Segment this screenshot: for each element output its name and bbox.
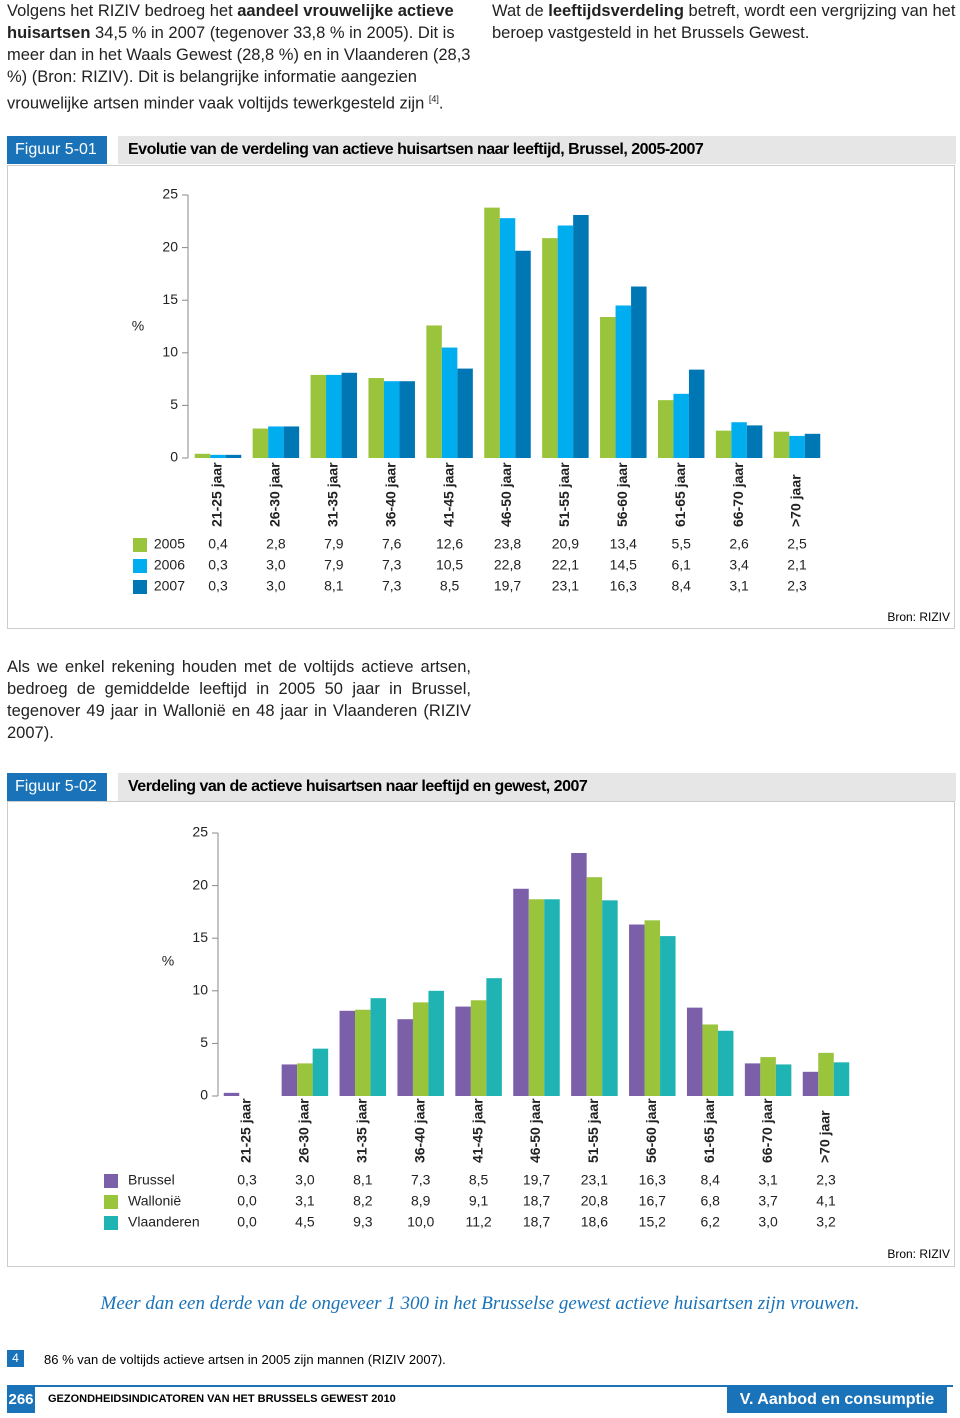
intro-right: Wat de leeftijdsverdeling betreft, wordt…: [492, 0, 958, 44]
page-number: 266: [7, 1387, 35, 1413]
text: .: [438, 94, 444, 113]
footnote-number: 4: [7, 1350, 24, 1367]
figure-label: Figuur 5-02: [7, 773, 107, 801]
publication: GEZONDHEIDSINDICATOREN VAN HET BRUSSELS …: [48, 1393, 396, 1405]
section: V. Aanbod en consumptie van zorg: [727, 1387, 947, 1418]
text: betreft, wordt een vergrijzing van het b…: [492, 2, 956, 42]
source: Bron: RIZIV: [887, 1247, 950, 1261]
figure-frame: [7, 165, 955, 629]
figure-title: Verdeling van de actieve huisartsen naar…: [118, 773, 956, 801]
footnote-text: 86 % van de voltijds actieve artsen in 2…: [44, 1352, 446, 1367]
bold-text: leeftijdsverdeling: [548, 2, 684, 20]
footer-rule: [7, 1385, 953, 1387]
figure-label: Figuur 5-01: [7, 136, 107, 164]
bold-text: aandeel vrouwelijke actieve huisartsen: [7, 2, 454, 42]
figure-frame: [7, 801, 955, 1267]
text: Wat de: [492, 2, 549, 20]
paragraph: Als we enkel rekening houden met de volt…: [7, 658, 471, 742]
footnote-ref: [4]: [428, 94, 439, 104]
source: Bron: RIZIV: [887, 610, 950, 624]
text: Volgens het RIZIV bedroeg het: [7, 2, 238, 20]
intro-left: Volgens het RIZIV bedroeg het aandeel vr…: [7, 0, 471, 115]
figure-title: Evolutie van de verdeling van actieve hu…: [118, 136, 956, 164]
text: 34,5 % in 2007 (tegenover 33,8 % in 2005…: [7, 24, 471, 113]
quote: Meer dan een derde van de ongeveer 1 300…: [100, 1293, 860, 1314]
